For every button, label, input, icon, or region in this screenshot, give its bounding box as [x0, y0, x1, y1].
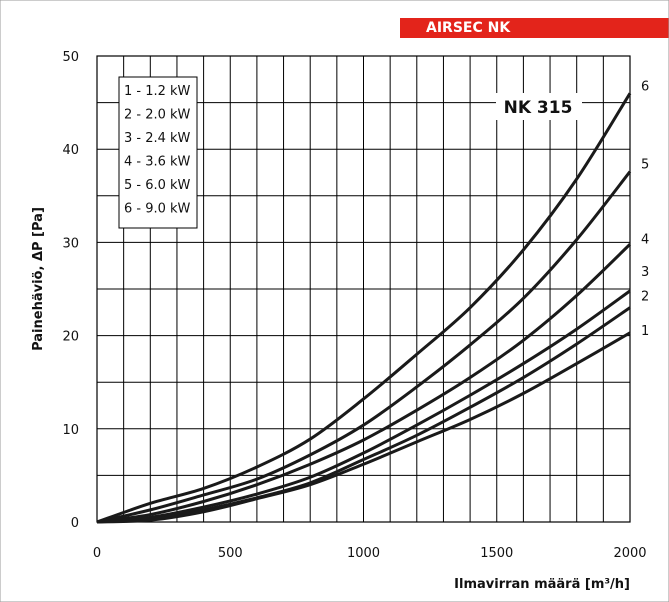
x-tick-label: 500 [218, 546, 243, 561]
series-line-5 [96, 170, 632, 524]
legend-entry: 5 - 6.0 kW [124, 178, 191, 193]
series-line-4 [96, 243, 632, 524]
legend-entry: 6 - 9.0 kW [124, 202, 191, 217]
y-tick-label: 50 [62, 50, 79, 65]
legend-entry: 3 - 2.4 kW [124, 131, 191, 146]
x-axis-label: Ilmavirran määrä [m³/h] [454, 577, 630, 592]
x-tick-label: 2000 [613, 546, 646, 561]
legend-entry: 4 - 3.6 kW [124, 155, 191, 170]
legend-entry: 2 - 2.0 kW [124, 108, 191, 123]
legend-entry: 1 - 1.2 kW [124, 84, 191, 99]
x-tick-label: 1000 [347, 546, 380, 561]
legend-box [118, 76, 198, 229]
axis-ticks: 0 500 1000 1500 2000 0 10 20 30 40 50 [62, 50, 646, 561]
title-group: NK 315 [496, 93, 582, 120]
series-label-3: 3 [641, 265, 649, 280]
grid [97, 56, 630, 522]
series-label-2: 2 [641, 290, 649, 305]
brand-banner: AIRSEC NK [400, 18, 669, 38]
series-label-1: 1 [641, 324, 649, 339]
series-labels: 1 2 3 4 5 6 [641, 79, 649, 339]
x-tick-label: 1500 [480, 546, 513, 561]
series-lines [96, 92, 632, 524]
y-axis-label: Painehäviö, ΔP [Pa] [31, 207, 46, 351]
title-box [496, 93, 582, 120]
y-tick-label: 10 [62, 423, 79, 438]
y-tick-label: 20 [62, 330, 79, 345]
series-label-5: 5 [641, 158, 649, 173]
series-line-6 [96, 92, 632, 524]
plot-border [96, 55, 631, 523]
y-tick-label: 40 [62, 143, 79, 158]
chart-title: NK 315 [504, 98, 573, 118]
series-label-4: 4 [641, 232, 649, 247]
legend: 1 - 1.2 kW 2 - 2.0 kW 3 - 2.4 kW 4 - 3.6 kW… [118, 76, 198, 229]
y-tick-label: 30 [62, 236, 79, 251]
series-label-6: 6 [641, 79, 649, 94]
series-line-1 [96, 331, 631, 524]
y-tick-label: 0 [71, 516, 79, 531]
series-line-3 [96, 289, 631, 524]
x-tick-label: 0 [93, 546, 101, 561]
series-line-2 [96, 306, 631, 524]
